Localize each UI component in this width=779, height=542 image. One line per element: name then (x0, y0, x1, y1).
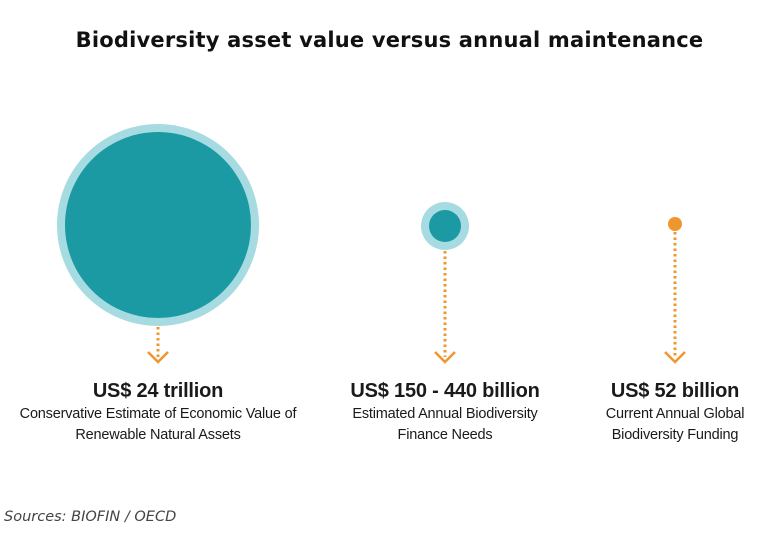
desc-natural-assets-line1: Conservative Estimate of Economic Value … (19, 406, 297, 422)
bubble-finance-needs (421, 202, 469, 250)
desc-finance-needs-line1: Estimated Annual Biodiversity (352, 406, 538, 422)
desc-natural-assets-line2: Renewable Natural Assets (75, 427, 241, 443)
amount-current-funding: US$ 52 billion (610, 380, 740, 402)
source-note: Sources: BIOFIN / OECD (4, 509, 177, 525)
arrow-finance-needs (434, 251, 456, 364)
bubble-current-funding (668, 217, 682, 231)
amount-natural-assets: US$ 24 trillion (92, 380, 224, 402)
label-current-funding: US$ 52 billion Current Annual Global Bio… (515, 378, 779, 446)
bubble-current-funding-dot (668, 217, 682, 231)
bubble-finance-needs-core (429, 210, 461, 242)
desc-current-funding-line2: Biodiversity Funding (611, 427, 739, 443)
label-finance-needs: US$ 150 - 440 billion Estimated Annual B… (285, 378, 605, 446)
arrow-natural-assets (147, 327, 169, 364)
label-natural-assets: US$ 24 trillion Conservative Estimate of… (0, 378, 318, 446)
desc-finance-needs-line2: Finance Needs (397, 427, 493, 443)
chart-title: Biodiversity asset value versus annual m… (75, 28, 704, 52)
bubble-natural-assets-core (65, 132, 251, 318)
amount-finance-needs: US$ 150 - 440 billion (350, 380, 540, 402)
arrow-current-funding (664, 232, 686, 364)
bubble-natural-assets (57, 124, 259, 326)
desc-current-funding-line1: Current Annual Global (605, 406, 745, 422)
